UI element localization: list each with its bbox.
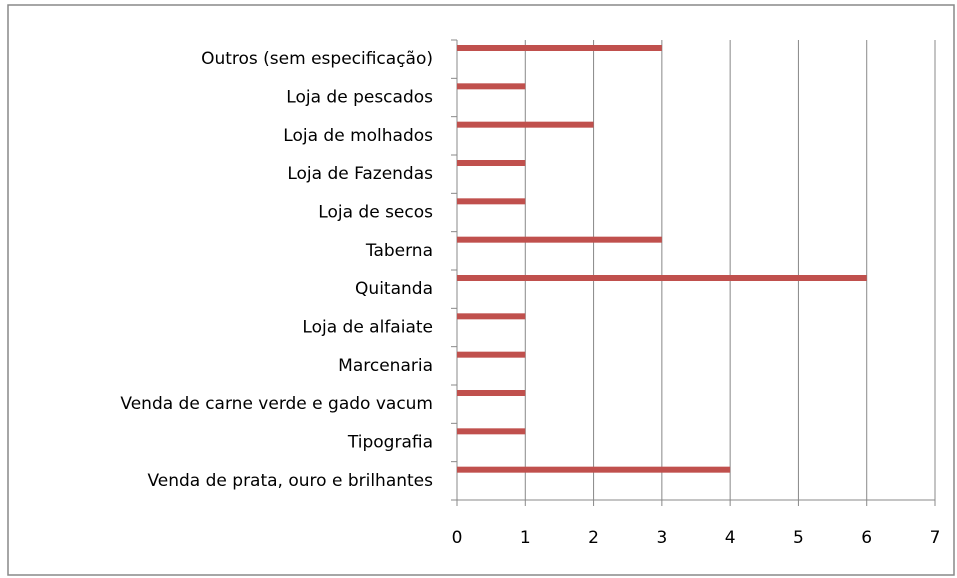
x-tick-label: 5 [793, 528, 804, 548]
x-tick-label: 1 [520, 528, 531, 548]
x-tick-label: 3 [656, 528, 667, 548]
y-tick-label: Venda de carne verde e gado vacum [120, 394, 433, 414]
bar [457, 160, 526, 166]
bar [457, 275, 867, 281]
bar [457, 83, 526, 90]
y-tick-label: Marcenaria [338, 356, 433, 376]
x-tick-label: 6 [861, 528, 872, 548]
y-tick-label: Loja de alfaiate [302, 318, 433, 338]
bar [457, 45, 662, 51]
y-tick-label: Outros (sem especificação) [201, 49, 433, 69]
y-tick-label: Loja de secos [318, 203, 433, 223]
bar [457, 313, 526, 320]
y-tick-label: Tipografia [347, 433, 433, 453]
y-tick-label: Venda de prata, ouro e brilhantes [147, 471, 433, 491]
x-tick-label: 4 [725, 528, 736, 548]
y-tick-label: Loja de pescados [286, 88, 433, 108]
y-tick-label: Taberna [365, 241, 433, 261]
y-tick-label: Loja de Fazendas [287, 164, 433, 184]
chart-border [7, 4, 955, 576]
bar [457, 466, 731, 473]
bar [457, 236, 662, 243]
bar [457, 121, 594, 128]
bar [457, 198, 526, 205]
y-tick-label: Quitanda [355, 279, 433, 299]
x-tick-label: 7 [930, 528, 941, 548]
y-tick-label: Loja de molhados [283, 126, 433, 146]
x-tick-label: 0 [452, 528, 463, 548]
bar [457, 390, 526, 396]
x-tick-label: 2 [588, 528, 599, 548]
bar [457, 428, 526, 435]
bar [457, 351, 526, 358]
